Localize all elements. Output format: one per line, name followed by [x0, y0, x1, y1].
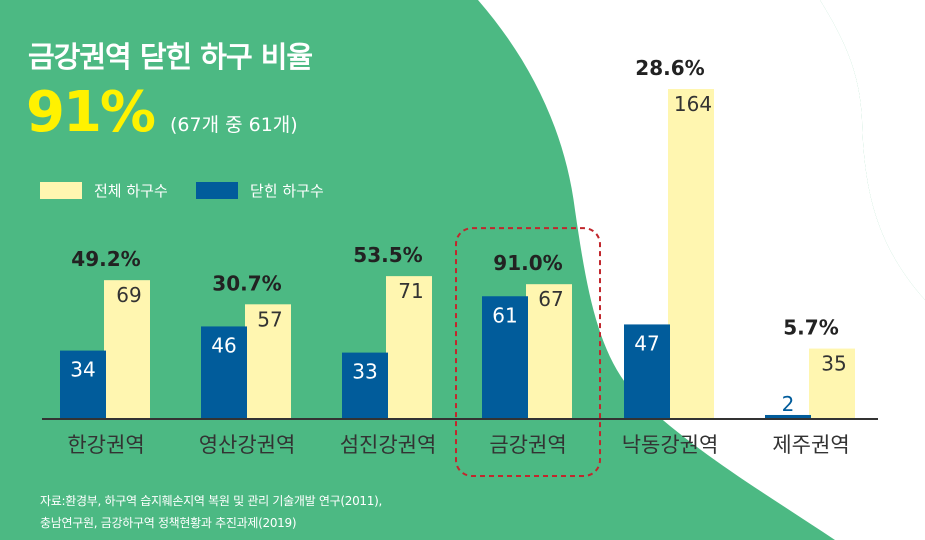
value-label-total-5: 164: [674, 92, 712, 116]
bar-closed-3: [342, 352, 388, 419]
value-label-closed-6: 2: [782, 392, 795, 416]
value-label-closed-4: 61: [492, 303, 517, 327]
source-line-1: 자료:환경부, 하구역 습지훼손지역 복원 및 관리 기술개발 연구(2011)…: [40, 494, 382, 508]
category-label-2: 영산강권역: [199, 433, 296, 457]
value-label-total-1: 69: [116, 283, 141, 307]
legend-swatch-closed: [196, 182, 238, 199]
percent-label-4: 91.0%: [493, 251, 562, 275]
bar-closed-6: [765, 414, 811, 419]
value-label-closed-2: 46: [211, 333, 236, 357]
value-label-total-6: 35: [821, 352, 846, 376]
bar-total-1: [104, 280, 150, 419]
bar-total-6: [809, 348, 855, 419]
legend-item-closed: 닫힌 하구수: [196, 180, 324, 201]
legend-label-closed: 닫힌 하구수: [250, 182, 324, 200]
page-title: 금강권역 닫힌 하구 비율: [28, 40, 313, 74]
bar-closed-4: [482, 296, 528, 419]
bar-closed-2: [201, 326, 247, 419]
value-label-total-2: 57: [257, 307, 282, 331]
percent-label-2: 30.7%: [212, 271, 281, 295]
category-label-3: 섬진강권역: [340, 433, 437, 457]
value-label-closed-5: 47: [634, 331, 659, 355]
bar-total-5: [668, 89, 714, 419]
category-label-1: 한강권역: [67, 433, 144, 457]
value-label-total-4: 67: [538, 287, 563, 311]
percent-label-3: 53.5%: [353, 243, 422, 267]
percent-label-6: 5.7%: [783, 316, 838, 340]
bar-closed-5: [624, 324, 670, 419]
bar-total-3: [386, 276, 432, 419]
highlight-count: (67개 중 61개): [170, 114, 298, 136]
source-line-2: 충남연구원, 금강하구역 정책현황과 추진과제(2019): [40, 516, 297, 530]
legend-label-total: 전체 하구수: [94, 182, 168, 200]
bar-total-2: [245, 304, 291, 419]
bar-total-4: [526, 284, 572, 419]
highlight-percent: 91%: [26, 80, 156, 145]
value-label-total-3: 71: [398, 279, 423, 303]
percent-label-1: 49.2%: [71, 247, 140, 271]
value-label-closed-3: 33: [352, 360, 377, 384]
legend-swatch-total: [40, 182, 82, 199]
category-label-4: 금강권역: [489, 433, 566, 457]
category-label-5: 낙동강권역: [622, 433, 719, 457]
bar-closed-1: [60, 350, 106, 419]
highlight-box: [455, 227, 601, 477]
legend-item-total: 전체 하구수: [40, 180, 168, 201]
percent-label-5: 28.6%: [635, 56, 704, 80]
category-label-6: 제주권역: [772, 433, 849, 457]
value-label-closed-1: 34: [70, 358, 95, 382]
